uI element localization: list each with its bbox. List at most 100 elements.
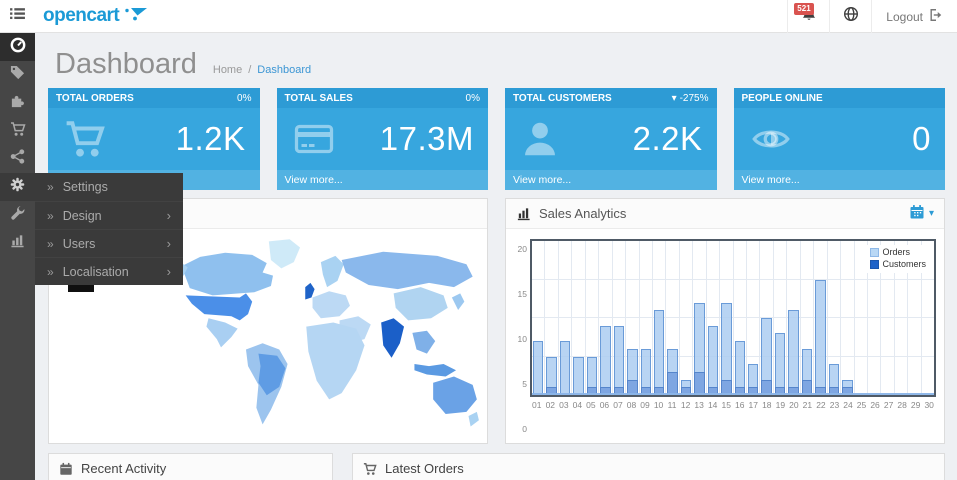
- menu-item-users[interactable]: » Users ›: [35, 229, 183, 257]
- x-tick-label: 26: [870, 400, 880, 410]
- chart-column: [841, 241, 855, 395]
- customers-bar: [653, 387, 665, 395]
- breadcrumb-home-link[interactable]: Home: [212, 64, 243, 76]
- flyout-notch: [68, 285, 94, 292]
- customers-bar: [761, 379, 772, 395]
- breadcrumb: Home / Dashboard: [213, 64, 311, 76]
- main-content: Dashboard Home / Dashboard TOTAL ORDERS …: [35, 33, 957, 480]
- tile-delta: 0%: [465, 92, 480, 104]
- map-japan: [451, 293, 465, 310]
- sidebar-item-sales[interactable]: [0, 117, 35, 145]
- calendar-dropdown-button[interactable]: ▾: [909, 204, 934, 223]
- x-tick-label: 20: [789, 400, 799, 410]
- orders-bar: [842, 379, 853, 395]
- tile-title: TOTAL ORDERS: [56, 92, 134, 104]
- puzzle-icon: [10, 93, 25, 113]
- orders-legend-swatch: [870, 247, 880, 257]
- orders-bar: [828, 364, 840, 395]
- top-header-bar: opencart 521 Logout: [0, 0, 957, 33]
- chart-x-axis: 01 02 03 04 05 06 07 08 09 10 11 12 13 14 15 16 17 18 19 20…: [530, 397, 936, 413]
- map-canada: [181, 252, 273, 296]
- menu-toggle-button[interactable]: [0, 0, 35, 33]
- globe-icon: [843, 6, 859, 27]
- chart-column: [787, 241, 801, 395]
- menu-item-label: Localisation: [62, 264, 129, 279]
- notification-badge: 521: [794, 3, 814, 15]
- tile-value: 17.3M: [379, 120, 474, 157]
- sidebar-item-dashboard[interactable]: [0, 33, 35, 61]
- sales-analytics-title: Sales Analytics: [539, 206, 627, 221]
- double-chevron-icon: »: [47, 208, 54, 223]
- calendar-icon: [59, 462, 73, 476]
- stat-tile-total-customers: TOTAL CUSTOMERS ▾ -275% 2.2K View more..…: [505, 88, 717, 190]
- menu-item-localisation[interactable]: » Localisation ›: [35, 257, 183, 285]
- share-icon: [10, 149, 25, 169]
- map-greenland: [268, 239, 301, 269]
- menu-item-design[interactable]: » Design ›: [35, 201, 183, 229]
- tile-value: 1.2K: [175, 120, 246, 157]
- caret-down-icon: ▾: [928, 208, 934, 219]
- chart-column: [653, 241, 667, 395]
- x-tick-label: 06: [599, 400, 610, 410]
- x-tick-label: 08: [626, 400, 637, 410]
- chart-column: [572, 241, 586, 395]
- x-tick-label: 18: [762, 400, 772, 410]
- menu-item-label: Settings: [62, 180, 108, 194]
- tile-title: TOTAL CUSTOMERS: [513, 92, 612, 104]
- orders-bar: [694, 302, 705, 395]
- x-tick-label: 14: [707, 400, 718, 410]
- x-tick-label: 07: [613, 400, 623, 410]
- map-australia: [433, 376, 477, 414]
- store-front-button[interactable]: [829, 0, 871, 33]
- customers-bar: [815, 387, 826, 395]
- chart-column: [881, 241, 895, 395]
- notifications-button[interactable]: 521: [787, 0, 829, 33]
- y-tick-label: 5: [522, 378, 527, 389]
- sidebar-item-tools[interactable]: [0, 201, 35, 229]
- orders-bar: [734, 341, 745, 395]
- customers-bar: [586, 387, 598, 395]
- menu-item-label: Users: [62, 236, 96, 251]
- map-india: [381, 318, 405, 358]
- map-usa: [185, 293, 253, 321]
- chart-column: [666, 241, 680, 395]
- eye-icon: [748, 119, 794, 159]
- gear-icon: [10, 177, 25, 197]
- map-china: [393, 287, 448, 321]
- view-more-link[interactable]: View more...: [284, 174, 343, 186]
- tile-title: TOTAL SALES: [284, 92, 353, 104]
- y-tick-label: 20: [517, 244, 527, 254]
- x-tick-label: 04: [572, 400, 583, 410]
- sidebar-item-system[interactable]: [0, 173, 35, 201]
- wrench-icon: [10, 205, 25, 225]
- y-tick-label: 0: [522, 423, 527, 434]
- chart-column: [720, 241, 734, 395]
- chart-column: [586, 241, 600, 395]
- map-uk: [305, 282, 315, 300]
- sidebar-item-extensions[interactable]: [0, 89, 35, 117]
- chart-column: [545, 241, 559, 395]
- sidebar-item-reports[interactable]: [0, 229, 35, 257]
- tile-value: 2.2K: [632, 120, 703, 157]
- opencart-logo[interactable]: opencart: [43, 5, 148, 27]
- bar-chart-icon: [10, 233, 25, 253]
- sidebar-nav: [0, 33, 35, 480]
- map-africa: [306, 322, 365, 400]
- customers-bar: [694, 371, 705, 395]
- breadcrumb-current-link[interactable]: Dashboard: [257, 64, 312, 76]
- view-more-link[interactable]: View more...: [741, 174, 800, 186]
- view-more-link[interactable]: View more...: [513, 174, 572, 186]
- sales-chart: 0 5 10 15 20 Orders Customers 01 02 03 04 05 06 07…: [506, 229, 944, 443]
- menu-item-settings[interactable]: » Settings: [35, 173, 183, 201]
- recent-activity-title: Recent Activity: [81, 461, 167, 476]
- x-tick-label: 16: [735, 400, 745, 410]
- sales-analytics-panel: Sales Analytics ▾ 0 5 10 15 20 Orders Custom…: [505, 198, 945, 444]
- sidebar-item-marketing[interactable]: [0, 145, 35, 173]
- orders-bar: [788, 310, 799, 395]
- tile-delta: ▾ -275%: [671, 92, 709, 104]
- orders-bar: [680, 379, 692, 395]
- logout-button[interactable]: Logout: [871, 0, 957, 33]
- sidebar-item-catalog[interactable]: [0, 61, 35, 89]
- orders-bar: [721, 302, 732, 395]
- tile-delta: 0%: [237, 92, 252, 104]
